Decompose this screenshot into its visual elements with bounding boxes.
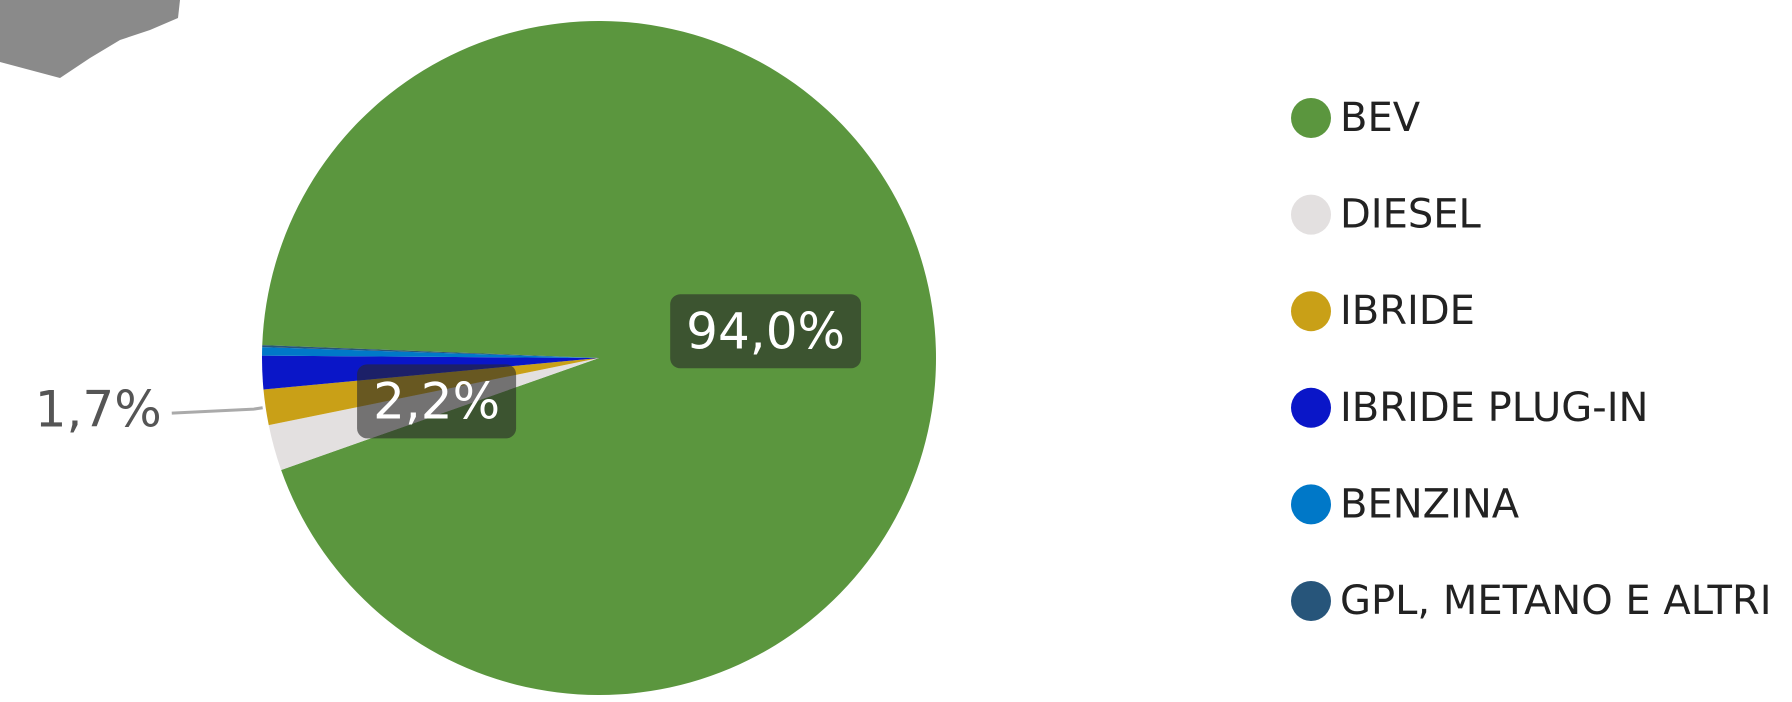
leader-line [171,406,263,415]
legend-label: IBRIDE PLUG-IN [1340,385,1648,431]
legend-marker [1291,194,1331,235]
legend-label: IBRIDE [1340,288,1475,334]
legend-marker [1291,291,1331,332]
data-label: 1,7% [35,381,162,439]
legend-label: GPL, METANO E ALTRI [1340,578,1772,624]
legend-label: BEV [1340,95,1421,141]
pie-slice [262,347,599,358]
legend-marker [1291,581,1331,621]
data-label-box [357,364,517,439]
legend-label: DIESEL [1340,192,1482,238]
data-label-text: 2,2% [373,372,500,430]
data-label-box [670,294,862,369]
legend-marker [1291,98,1331,138]
legend-label: BENZINA [1340,481,1520,527]
pie-slice [262,20,937,696]
legend-marker [1291,484,1331,525]
map-fragment [0,0,180,78]
legend-marker [1291,387,1331,428]
data-label-text: 94,0% [686,302,845,360]
pie-slice [262,345,599,358]
data-label: 94,0% [670,294,862,369]
data-label: 2,2% [357,364,517,439]
